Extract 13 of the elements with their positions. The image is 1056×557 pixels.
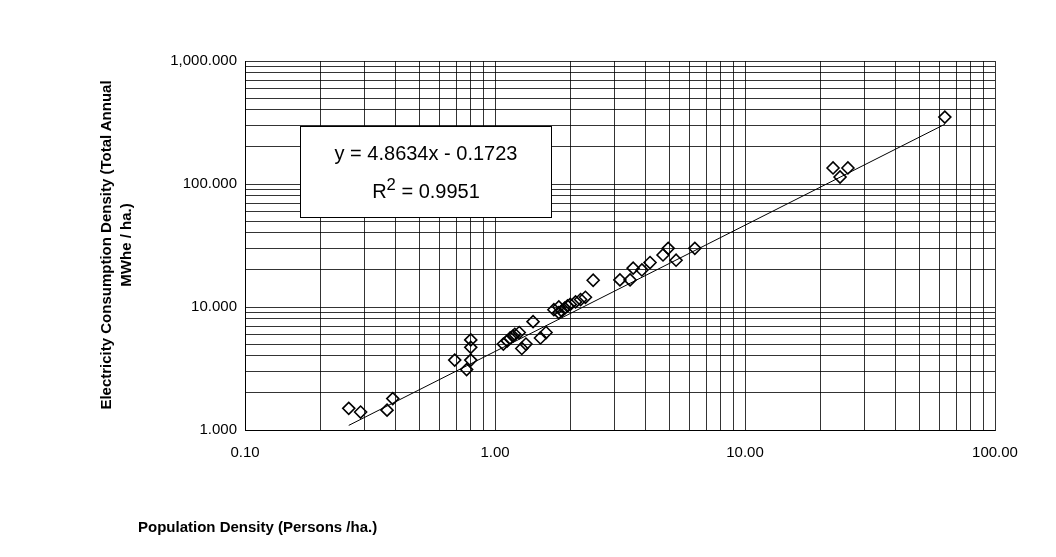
x-axis-title: Population Density (Persons /ha.) (138, 518, 378, 535)
annotation: R$^{2}$ = 0.9951 (371, 174, 481, 204)
y-tick-label: 100.000 (182, 174, 237, 192)
x-tick-label: 1.00 (480, 443, 510, 461)
y-tick-label: 1.000 (199, 420, 237, 438)
y-axis-title: Electricity Consumption Density (Total Annual MWhe / ha.) (96, 79, 135, 412)
x-tick-label: 10.00 (726, 443, 764, 461)
annotation: y = 4.8634x - 0.1723 (333, 141, 519, 166)
y-tick-label: 1,000.000 (170, 51, 237, 69)
x-tick-label: 100.00 (972, 443, 1018, 461)
x-tick-label: 0.10 (230, 443, 260, 461)
equation-box: y = 4.8634x - 0.1723 R$^{2}$ = 0.9951 (300, 126, 552, 218)
y-tick-label: 10.000 (191, 297, 237, 315)
